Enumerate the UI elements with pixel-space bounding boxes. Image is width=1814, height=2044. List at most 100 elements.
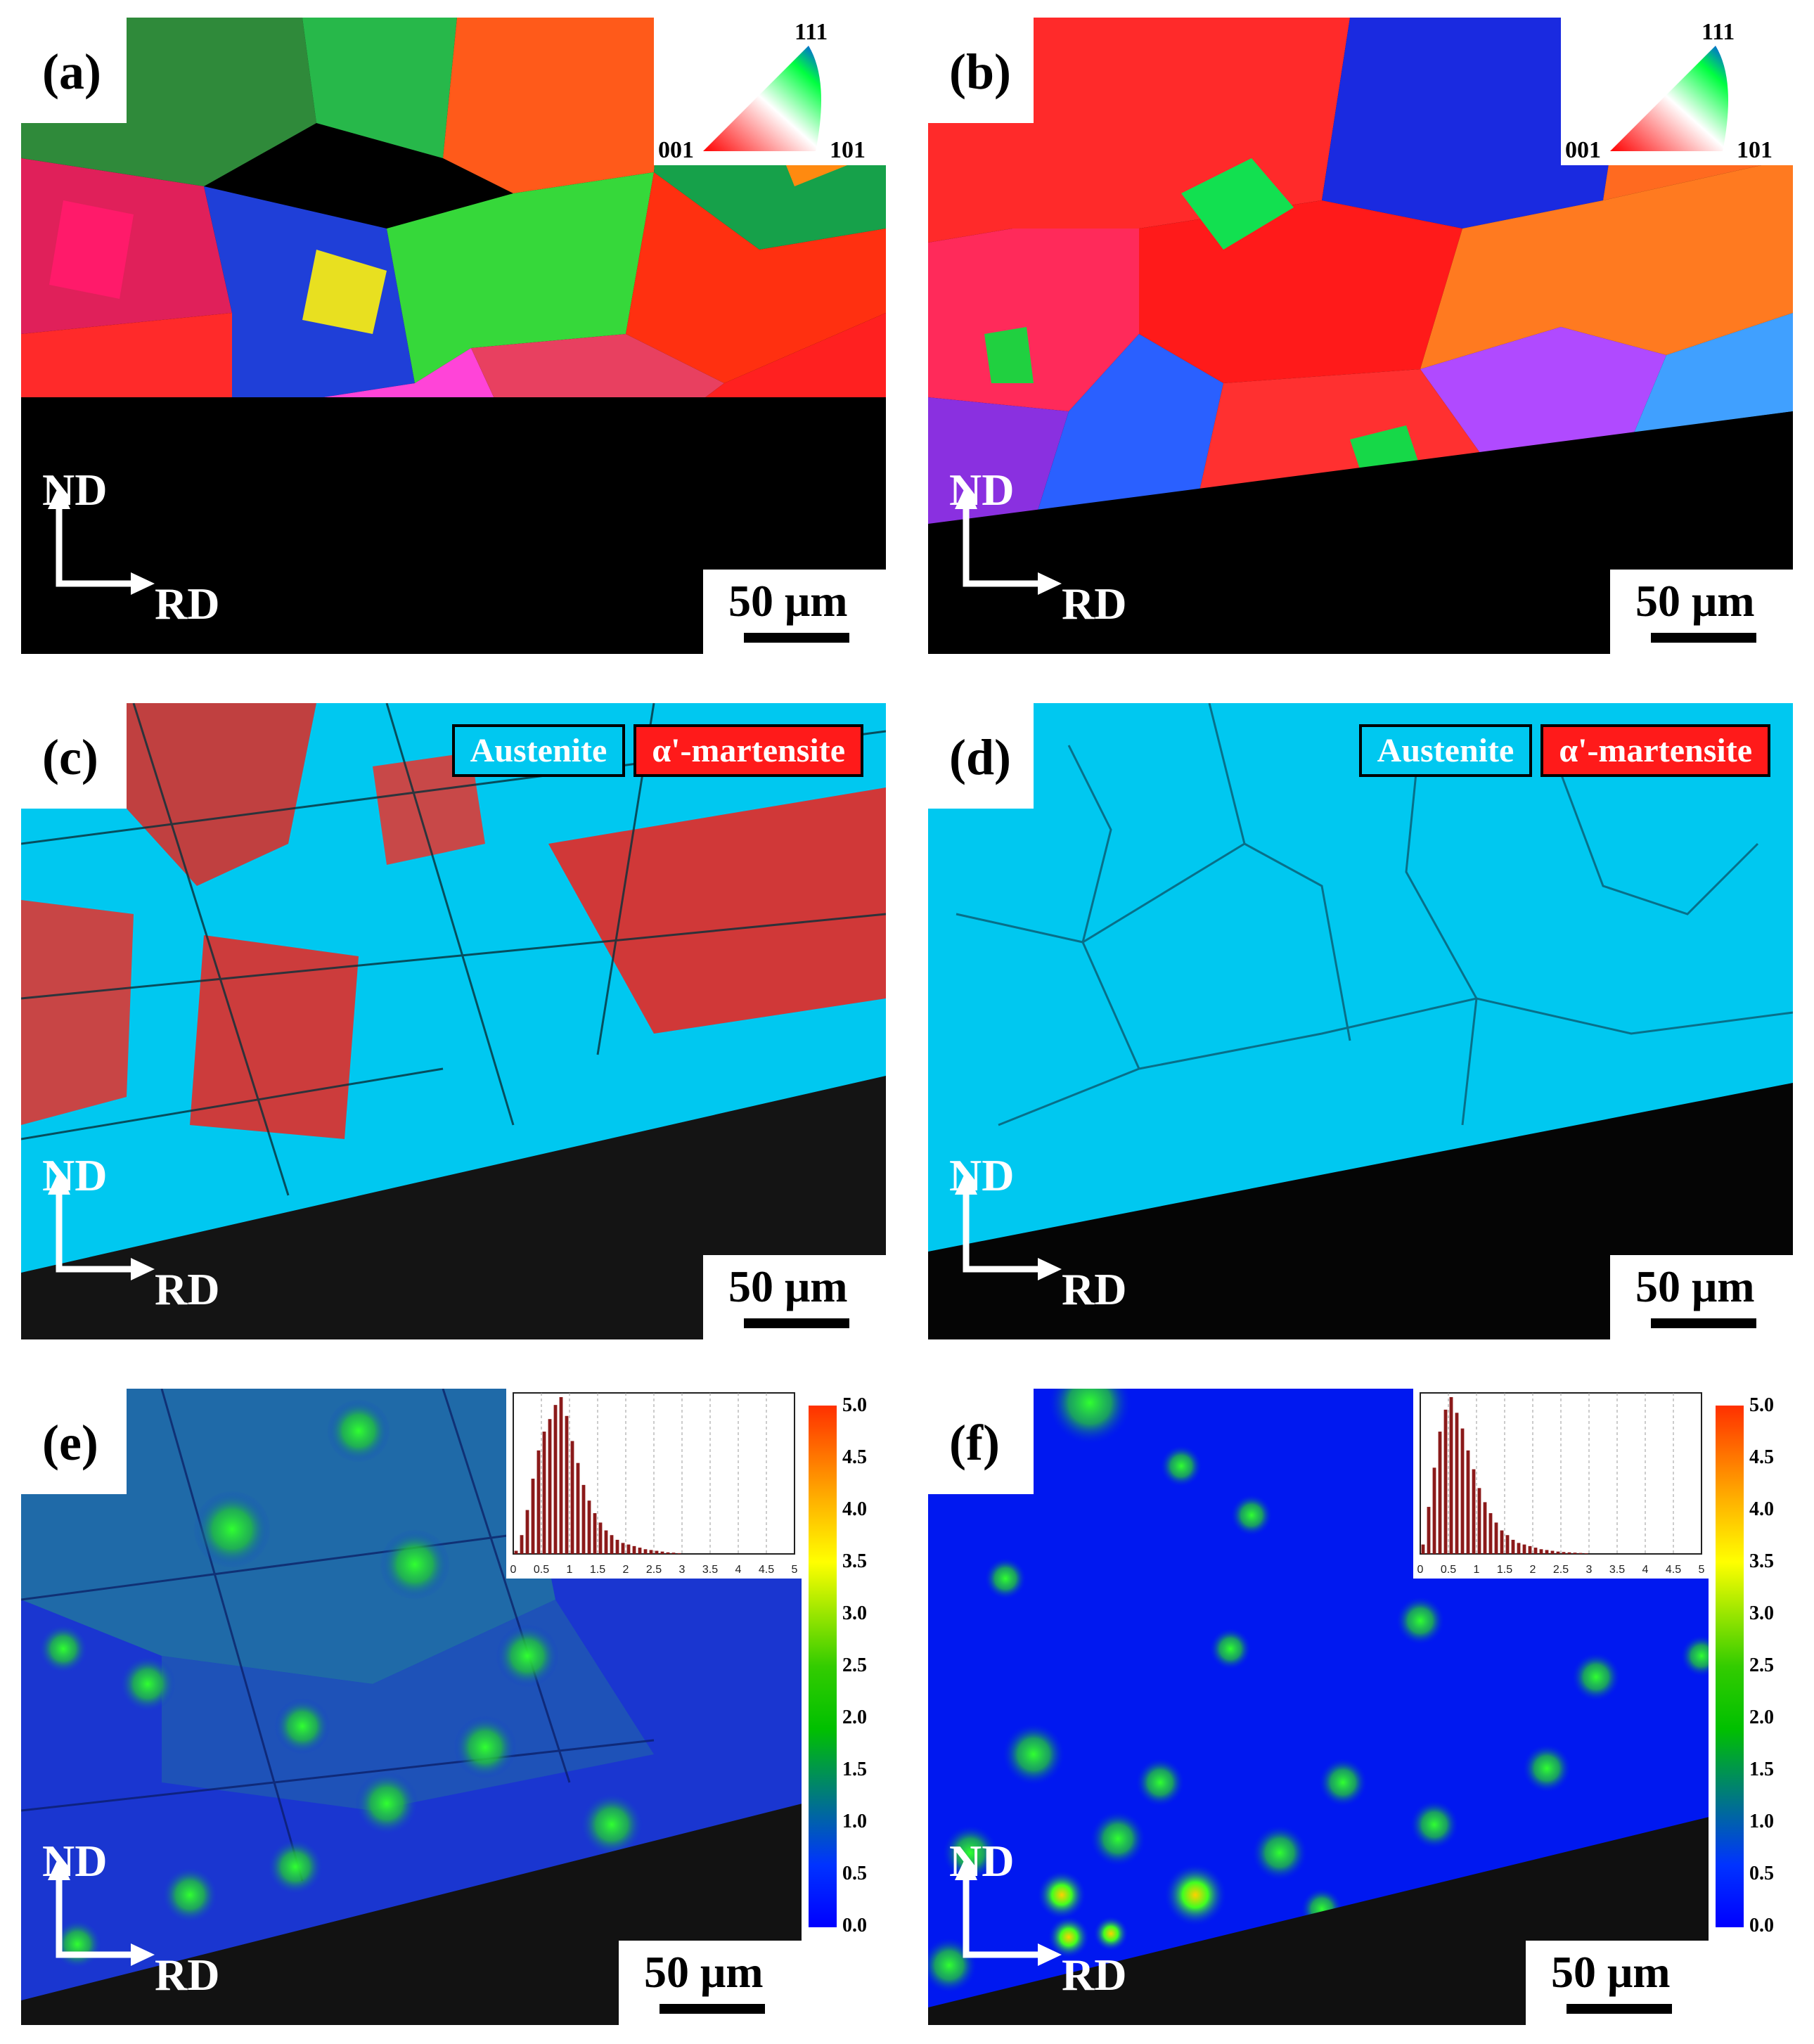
histogram-tick-label: 4.5 [759, 1564, 774, 1576]
histogram-bar [1438, 1432, 1442, 1554]
scale-bar: 50 μm [1610, 570, 1793, 654]
scale-bar: 50 μm [1526, 1941, 1709, 2025]
panel-e: (e) 0 0.5 1 1.5 2 2.5 3 3.5 4 4.5 5 5.0 4.5 4.0 3.… [21, 1389, 886, 2025]
histogram-bar [1573, 1553, 1577, 1554]
histogram-bar [565, 1415, 569, 1554]
histogram-bar [660, 1551, 664, 1554]
colorbar-tick: 1.5 [1749, 1759, 1774, 1780]
colorbar-tick: 1.5 [842, 1759, 867, 1780]
ipf-color-key: 111 001 101 [1561, 18, 1793, 165]
histogram-tick-label: 2 [1530, 1564, 1536, 1576]
kam-colorbar-gradient [809, 1406, 837, 1927]
histogram-bar [548, 1419, 552, 1554]
histogram-tick-label: 3 [1586, 1564, 1593, 1576]
histogram-bar [671, 1553, 676, 1554]
scale-bar: 50 μm [703, 570, 886, 654]
ipf-111-label: 111 [795, 19, 828, 45]
histogram-bar [626, 1544, 631, 1554]
histogram-tick-label: 0.5 [1441, 1564, 1456, 1576]
colorbar-tick: 3.5 [842, 1550, 867, 1572]
kam-histogram: 0 0.5 1 1.5 2 2.5 3 3.5 4 4.5 5 [1413, 1389, 1709, 1579]
label-notch [928, 703, 1034, 809]
colorbar-tick: 0.5 [1749, 1863, 1774, 1884]
histogram-tick-label: 3.5 [1609, 1564, 1625, 1576]
histogram-bar [1567, 1552, 1571, 1554]
colorbar-tick: 0.5 [842, 1863, 867, 1884]
scale-bar-line [1567, 2004, 1672, 2014]
histogram-tick-label: 1.5 [1497, 1564, 1512, 1576]
panel-label: (c) [42, 729, 98, 785]
panel-d: (d) Austenite α'-martensite ND RD 50 μm [928, 703, 1793, 1339]
histogram-bar [632, 1545, 636, 1554]
histogram-tick-label: 5 [792, 1564, 798, 1576]
histogram-bar [677, 1553, 681, 1554]
histogram-bar [1517, 1543, 1521, 1554]
histogram-bar [1488, 1513, 1493, 1554]
scale-bar-line [660, 2004, 765, 2014]
histogram-bar [610, 1535, 614, 1554]
histogram-bar [553, 1405, 558, 1554]
panel-label: (d) [949, 729, 1011, 785]
ipf-101-label: 101 [1737, 137, 1773, 163]
colorbar-tick: 2.0 [1749, 1706, 1774, 1728]
histogram-bar [655, 1550, 659, 1554]
kam-colorbar: 5.0 4.5 4.0 3.5 3.0 2.5 2.0 1.5 1.0 0.5 … [1709, 1389, 1793, 2025]
scale-bar-label: 50 μm [1635, 576, 1755, 626]
colorbar-tick: 3.0 [1749, 1602, 1774, 1624]
scale-bar-line [1651, 1318, 1756, 1328]
nd-axis-label: ND [42, 465, 108, 515]
histogram-bar [1528, 1545, 1532, 1554]
histogram-tick-label: 4 [1642, 1564, 1649, 1576]
scale-bar-label: 50 μm [644, 1947, 764, 1997]
colorbar-tick: 2.5 [842, 1654, 867, 1676]
histogram-bar [576, 1463, 580, 1554]
martensite-legend-chip: α'-martensite [633, 724, 863, 777]
histogram-bar [559, 1397, 563, 1554]
colorbar-tick: 1.0 [842, 1811, 867, 1832]
scale-bar-label: 50 μm [728, 576, 848, 626]
histogram-bar [1421, 1544, 1425, 1554]
histogram-bar [649, 1550, 653, 1554]
kam-histogram: 0 0.5 1 1.5 2 2.5 3 3.5 4 4.5 5 [506, 1389, 802, 1579]
phase-legend: Austenite α'-martensite [1358, 724, 1770, 777]
histogram-bar [536, 1450, 541, 1554]
colorbar-tick: 0.0 [842, 1915, 867, 1936]
histogram-bar [525, 1510, 529, 1554]
ipf-111-label: 111 [1702, 19, 1735, 45]
phase-map-c [21, 703, 886, 1339]
histogram-bar [1500, 1530, 1504, 1554]
nd-axis-label: ND [949, 465, 1015, 515]
histogram-bar [1477, 1488, 1481, 1554]
nd-rd-axes: ND RD [949, 1150, 1127, 1325]
ipf-101-label: 101 [830, 137, 866, 163]
nd-rd-axes: ND RD [42, 464, 219, 640]
martensite-legend-chip: α'-martensite [1540, 724, 1770, 777]
panel-label: (a) [42, 44, 101, 100]
histogram-tick-label: 3 [679, 1564, 686, 1576]
kam-colorbar-gradient [1716, 1406, 1744, 1927]
panel-a: (a) 111 001 101 ND RD 50 μm [21, 18, 886, 654]
histogram-tick-label: 5 [1699, 1564, 1705, 1576]
colorbar-tick: 4.0 [1749, 1498, 1774, 1520]
colorbar-tick: 3.0 [842, 1602, 867, 1624]
scale-bar-label: 50 μm [1635, 1261, 1755, 1311]
colorbar-tick: 2.0 [842, 1706, 867, 1728]
histogram-bar [643, 1549, 648, 1554]
histogram-tick-label: 0 [1417, 1564, 1424, 1576]
panel-b: (b) 111 001 101 ND RD 50 μm [928, 18, 1793, 654]
histogram-bar [542, 1432, 546, 1554]
histogram-tick-label: 3.5 [702, 1564, 718, 1576]
austenite-legend-chip: Austenite [451, 724, 626, 777]
ipf-map-b [928, 18, 1793, 654]
scale-bar-line [1651, 633, 1756, 643]
rd-axis-label: RD [155, 1264, 220, 1314]
rd-axis-label: RD [1062, 1264, 1127, 1314]
nd-axis-label: ND [42, 1150, 108, 1200]
histogram-bar [638, 1548, 642, 1554]
scale-bar: 50 μm [703, 1255, 886, 1339]
scale-bar: 50 μm [619, 1941, 802, 2025]
histogram-bar [1427, 1507, 1431, 1554]
colorbar-tick: 0.0 [1749, 1915, 1774, 1936]
colorbar-tick: 4.0 [842, 1498, 867, 1520]
histogram-bar [1562, 1552, 1566, 1554]
